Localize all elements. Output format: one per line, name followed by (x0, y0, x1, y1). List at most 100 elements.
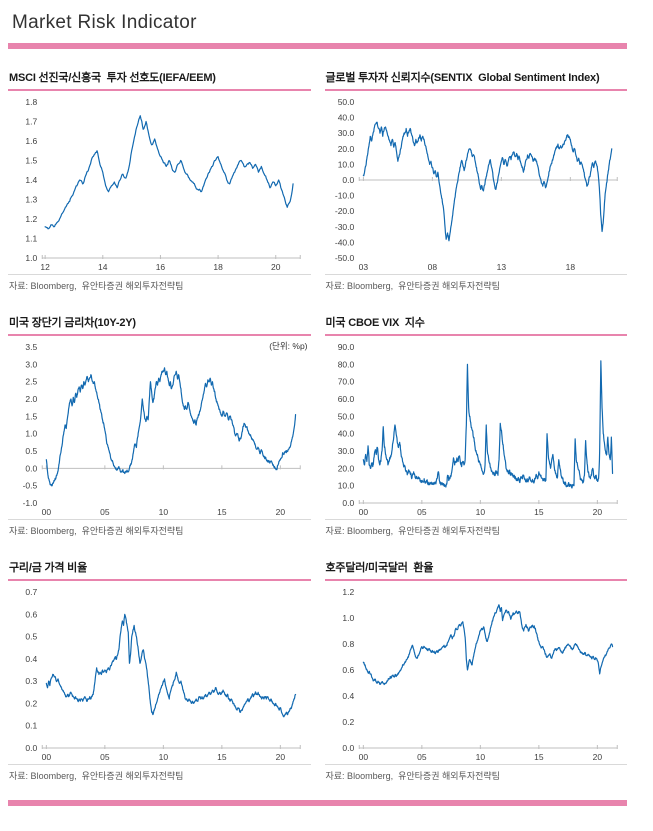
line-chart-msci-preference: 1.8 1.7 1.6 1.5 1.4 1.3 1.2 1.1 1.012 14 16 18 20 (25, 97, 301, 272)
x-tick-label: 20 (592, 752, 602, 762)
y-tick-label: 0.4 (342, 691, 354, 701)
y-tick-label: 1.3 (25, 195, 37, 205)
chart-panel-msci-preference: MSCI 선진국/신흥국 투자 선호도(IEFA/EEM) 1.8 1.7 1.6 1… (8, 69, 311, 292)
x-tick-label: 18 (565, 262, 575, 272)
line-chart-vix: 90.0 80.0 70.0 60.0 50.0 40.0 30.0 20.0 10.0 0.0 0… (337, 342, 618, 517)
source-note: 자료: Bloomberg, 유안타증권 해외투자전략팀 (9, 771, 184, 781)
y-tick-label: 60.0 (337, 394, 354, 404)
y-tick-label: -1.0 (23, 498, 38, 508)
x-tick-label: 15 (534, 507, 544, 517)
source-note: 자료: Bloomberg, 유안타증권 해외투자전략팀 (325, 526, 500, 536)
y-tick-label: 0.3 (25, 676, 37, 686)
y-tick-label: 0.2 (25, 698, 37, 708)
chart-area: 0.7 0.6 0.5 0.4 0.3 0.2 0.1 0.0 00 05 10 15 20 (8, 584, 311, 764)
x-tick-label: 05 (417, 752, 427, 762)
source-note: 자료: Bloomberg, 유안타증권 해외투자전략팀 (325, 281, 500, 291)
x-tick-label: 10 (475, 752, 485, 762)
y-tick-label: 1.8 (25, 97, 37, 107)
y-tick-label: 1.2 (25, 214, 37, 224)
x-tick-label: 10 (475, 507, 485, 517)
chart-title: 글로벌 투자자 신뢰지수(SENTIX Global Sentiment Ind… (324, 69, 627, 91)
line-chart-copper-gold: 0.7 0.6 0.5 0.4 0.3 0.2 0.1 0.0 00 05 10 15 20 (25, 587, 301, 762)
data-line-SENTIX Global Sentiment Index (362, 121, 612, 242)
footer-accent-bar (8, 800, 627, 806)
y-tick-label: 90.0 (337, 342, 354, 352)
x-tick-label: 05 (100, 752, 110, 762)
y-tick-label: 1.4 (25, 175, 37, 185)
unit-label: (단위: %p) (269, 341, 308, 351)
panel-divider (324, 519, 627, 520)
y-tick-label: 1.7 (25, 117, 37, 127)
x-tick-label: 10 (159, 752, 169, 762)
y-tick-label: 1.1 (25, 234, 37, 244)
y-tick-label: 0.0 (25, 463, 37, 473)
y-tick-label: 0.8 (342, 639, 354, 649)
y-tick-label: 80.0 (337, 359, 354, 369)
x-tick-label: 00 (42, 752, 52, 762)
chart-title: 구리/금 가격 비율 (8, 559, 311, 581)
y-tick-label: 0.0 (25, 743, 37, 753)
header-accent-bar (8, 43, 627, 49)
source-note: 자료: Bloomberg, 유안타증권 해외투자전략팀 (325, 771, 500, 781)
y-tick-label: 0.6 (342, 665, 354, 675)
x-tick-label: 10 (159, 507, 169, 517)
data-line-AUD/USD (362, 604, 613, 686)
x-tick-label: 20 (271, 262, 281, 272)
y-tick-label: 20.0 (337, 463, 354, 473)
y-tick-label: 20.0 (337, 144, 354, 154)
chart-area: 50.0 40.0 30.0 20.0 10.0 0.0 -10.0 -20.0 -30.0 -4… (325, 94, 628, 274)
y-tick-label: 30.0 (337, 446, 354, 456)
data-line-Copper/Gold price ratio (45, 613, 297, 718)
y-tick-label: 50.0 (337, 97, 354, 107)
y-tick-label: 1.0 (342, 613, 354, 623)
chart-panel-copper-gold: 구리/금 가격 비율 0.7 0.6 0.5 0.4 0.3 0.2 0.1 0.0 00 05 1… (8, 559, 311, 782)
x-tick-label: 05 (417, 507, 427, 517)
y-tick-label: 1.2 (342, 587, 354, 597)
data-line-US 10Y-2Y spread (%p) (45, 367, 297, 487)
chart-title: 미국 CBOE VIX 지수 (324, 314, 627, 336)
x-tick-label: 20 (592, 507, 602, 517)
y-tick-label: 0.4 (25, 654, 37, 664)
chart-title: MSCI 선진국/신흥국 투자 선호도(IEFA/EEM) (8, 69, 311, 91)
y-tick-label: 0.6 (25, 609, 37, 619)
x-tick-label: 15 (217, 752, 227, 762)
x-tick-label: 16 (156, 262, 166, 272)
panel-divider (324, 274, 627, 275)
x-tick-label: 14 (98, 262, 108, 272)
y-tick-label: 50.0 (337, 411, 354, 421)
x-tick-label: 00 (358, 507, 368, 517)
y-tick-label: 10.0 (337, 481, 354, 491)
y-tick-label: -50.0 (334, 253, 354, 263)
y-tick-label: 10.0 (337, 159, 354, 169)
x-tick-label: 00 (42, 507, 52, 517)
x-tick-label: 13 (496, 262, 506, 272)
x-tick-label: 05 (100, 507, 110, 517)
chart-panel-yield-spread: 미국 장단기 금리차(10Y-2Y) (단위: %p) 3.5 3.0 2.5 2.0… (8, 314, 311, 537)
y-tick-label: -20.0 (334, 206, 354, 216)
panel-divider (8, 274, 311, 275)
data-line-IEFA/EEM (44, 115, 294, 230)
chart-panel-audusd: 호주달러/미국달러 환율 1.2 1.0 0.8 0.6 0.4 0.2 0.0 00 05 10… (324, 559, 627, 782)
y-tick-label: 40.0 (337, 113, 354, 123)
x-tick-label: 08 (427, 262, 437, 272)
report-footer (8, 800, 627, 806)
y-tick-label: -0.5 (23, 481, 38, 491)
y-tick-label: 0.5 (25, 446, 37, 456)
y-tick-label: 2.5 (25, 377, 37, 387)
y-tick-label: -10.0 (334, 191, 354, 201)
line-chart-audusd: 1.2 1.0 0.8 0.6 0.4 0.2 0.0 00 05 10 15 20 (342, 587, 618, 762)
x-tick-label: 15 (534, 752, 544, 762)
chart-title: 미국 장단기 금리차(10Y-2Y) (8, 314, 311, 336)
y-tick-label: 0.7 (25, 587, 37, 597)
chart-grid: MSCI 선진국/신흥국 투자 선호도(IEFA/EEM) 1.8 1.7 1.6 1… (8, 69, 627, 782)
y-tick-label: 70.0 (337, 377, 354, 387)
x-tick-label: 18 (213, 262, 223, 272)
data-line-CBOE VIX (362, 360, 613, 489)
y-tick-label: 2.0 (25, 394, 37, 404)
panel-divider (324, 764, 627, 765)
x-tick-label: 03 (358, 262, 368, 272)
y-tick-label: 30.0 (337, 128, 354, 138)
line-chart-sentix: 50.0 40.0 30.0 20.0 10.0 0.0 -10.0 -20.0 -30.0 -4… (334, 97, 618, 272)
y-tick-label: 0.0 (342, 498, 354, 508)
page-title: Market Risk Indicator (12, 12, 197, 33)
